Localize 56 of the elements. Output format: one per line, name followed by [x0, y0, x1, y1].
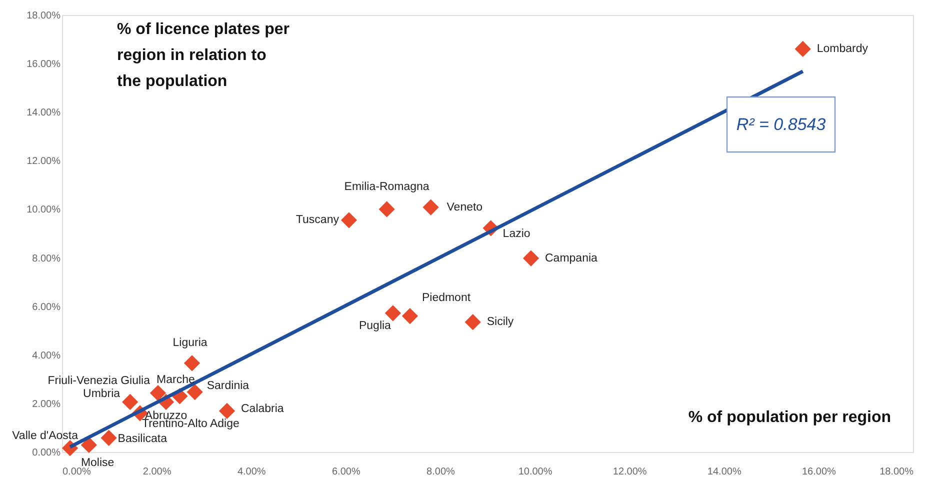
x-tick-label: 8.00% — [426, 466, 456, 478]
annotation: Liguria — [172, 337, 208, 350]
y-tick-label: 16.00% — [26, 59, 61, 70]
annotation: Puglia — [358, 320, 392, 332]
point — [402, 308, 418, 324]
point — [422, 199, 439, 216]
annotation: Molise — [80, 456, 114, 469]
y-tick-label: 2.00% — [32, 398, 61, 410]
y-tick-label: 12.00% — [26, 156, 61, 168]
x-tick-label: 12.00% — [612, 466, 647, 478]
annotation: Veneto — [446, 201, 483, 214]
point — [218, 402, 236, 420]
point — [184, 355, 200, 372]
x-tick-label: 14.00% — [707, 466, 742, 478]
annotation: Friuli-Venezia Giulia — [48, 375, 151, 388]
x-tick-label: 10.00% — [518, 466, 552, 478]
annotation: R² = 0.8543 — [736, 115, 826, 134]
point — [464, 314, 481, 330]
point — [384, 305, 402, 322]
annotation: Tuscany — [296, 214, 340, 226]
annotation: Umbria — [83, 388, 121, 400]
point — [522, 250, 540, 266]
y-tick-label: 10.00% — [26, 204, 61, 216]
point — [150, 384, 166, 402]
annotation: Piedmont — [422, 292, 472, 304]
y-tick-label: 4.00% — [32, 350, 61, 362]
y-tick-label: 18.00% — [26, 10, 61, 22]
y-tick-label: 0.00% — [32, 448, 61, 458]
annotation: Sicily — [486, 316, 514, 328]
point — [186, 384, 203, 400]
annotation: Emilia-Romagna — [344, 181, 430, 194]
annotation: Campania — [544, 252, 598, 264]
point — [794, 40, 811, 58]
point — [80, 436, 98, 454]
x-tick-label: 6.00% — [332, 466, 360, 478]
y-tick-label: 14.00% — [26, 108, 61, 119]
annotation: Calabria — [241, 402, 284, 415]
x-tick-label: 4.00% — [237, 466, 266, 478]
x-axis-title: % of population per region — [688, 409, 891, 426]
x-tick-label: 0.00% — [62, 466, 91, 478]
annotation: Valle d'Aosta — [12, 430, 79, 442]
annotation: Marche — [156, 374, 195, 386]
x-tick-label: 18.00% — [880, 466, 914, 478]
annotation: Sardinia — [206, 380, 250, 392]
point — [340, 212, 358, 228]
annotation: Lombardy — [816, 42, 868, 55]
point — [122, 394, 138, 410]
point — [378, 201, 395, 218]
annotation: Basilicata — [118, 432, 168, 445]
text: % of licence plates per region in relation to the population — [117, 21, 290, 90]
y-tick-label: 8.00% — [32, 253, 61, 264]
y-tick-label: 6.00% — [32, 302, 61, 313]
annotation: Lazio — [502, 228, 530, 240]
x-tick-label: 2.00% — [142, 466, 172, 478]
x-tick-label: 16.00% — [802, 466, 836, 478]
point — [100, 430, 117, 446]
